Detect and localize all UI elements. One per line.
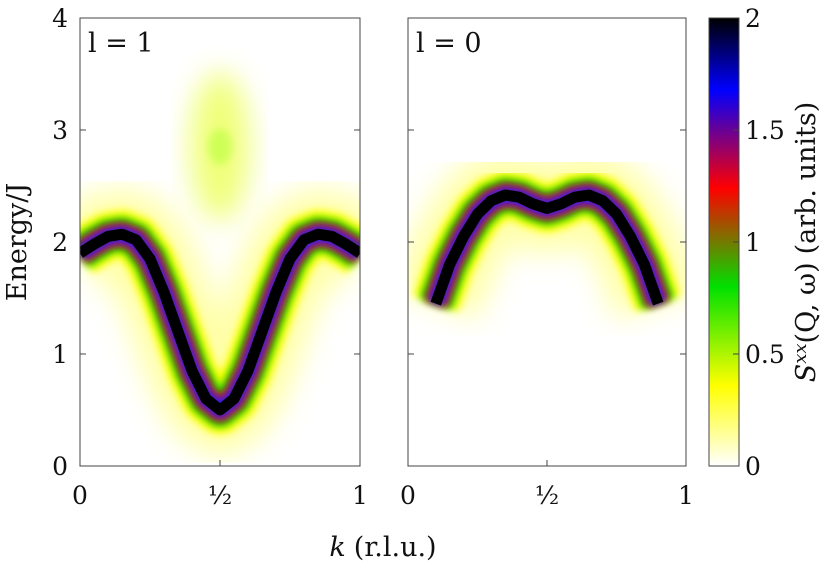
y-tick-label: 1 [52, 340, 68, 369]
y-tick-label: 3 [52, 116, 68, 145]
colorbar-tick-label: 2 [745, 4, 761, 33]
continuum-core [208, 128, 232, 165]
colorbar-label: Sxx(Q, ω) (arb. units) [790, 102, 822, 383]
x-tick-label: ½ [208, 481, 232, 510]
colorbar-tick-label: 1 [745, 228, 761, 257]
panel-l0-ticks [407, 17, 687, 467]
colorbar-tick-label: 0 [745, 452, 761, 481]
panel-l1: l = 1 [79, 17, 361, 467]
x-axis-variable: k [329, 532, 345, 563]
colorbar-tick-label: 1.5 [745, 116, 785, 145]
panel-l0-heatmap [408, 150, 686, 319]
x-tick-label: 1 [678, 481, 694, 510]
colorbar-ticks: 0 0.5 1 1.5 2 [733, 4, 785, 481]
panel-l0-label: l = 0 [416, 28, 482, 59]
y-tick-label: 0 [52, 452, 68, 481]
panel-l0: l = 0 [407, 17, 687, 467]
panel-l1-heatmap [80, 71, 360, 455]
x-tick-label: 0 [72, 481, 88, 510]
colorbar-label-unit: (arb. units) [791, 102, 822, 255]
panel-l1-label: l = 1 [88, 28, 154, 59]
y-axis-label: Energy/J [2, 183, 33, 301]
colorbar: 0 0.5 1 1.5 2 Sxx(Q, ω) (arb. units) [708, 4, 822, 481]
x-axis-label: k (r.l.u.) [329, 532, 436, 563]
colorbar-label-var: S [791, 364, 822, 383]
x-tick-label: 1 [352, 481, 368, 510]
x-axis-unit: (r.l.u.) [354, 532, 437, 563]
x-tick-labels: 0 ½ 1 0 ½ 1 [72, 481, 694, 510]
colorbar-label-args: (Q, ω) [791, 262, 822, 343]
y-tick-label: 4 [52, 4, 68, 33]
panel-l1-ticks [79, 17, 361, 467]
colorbar-label-sup: xx [790, 343, 811, 363]
y-tick-label: 2 [52, 228, 68, 257]
colorbar-tick-label: 0.5 [745, 340, 785, 369]
dispersion-band-5 [430, 189, 664, 306]
x-tick-label: ½ [535, 481, 559, 510]
dispersion-band-5 [80, 228, 360, 416]
x-tick-label: 0 [400, 481, 416, 510]
y-tick-labels: 0 1 2 3 4 [52, 4, 68, 481]
